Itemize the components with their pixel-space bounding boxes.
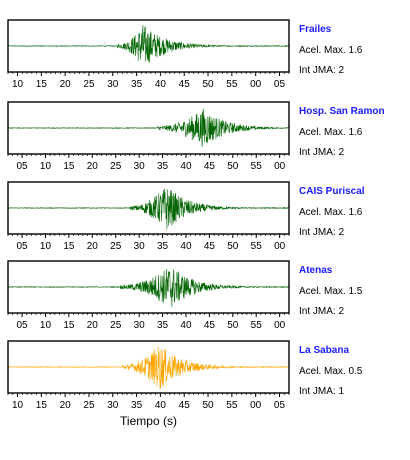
waveform-trace [7,269,290,308]
x-tick-label: 45 [204,161,216,172]
plot-frame [7,340,290,394]
waveform-trace [7,188,290,230]
station-name: Frailes [299,24,332,35]
x-tick-label: 40 [155,79,167,90]
x-tick-label: 25 [83,79,95,90]
x-tick-label: 35 [157,320,169,331]
x-tick-label: 25 [110,241,122,252]
x-tick-label: 25 [110,161,122,172]
x-tick-label: 00 [250,400,262,411]
x-tick-label: 20 [87,320,99,331]
x-tick-label: 45 [204,241,216,252]
station-name: CAIS Puriscal [299,186,365,197]
x-tick-label: 35 [157,241,169,252]
x-tick-label: 20 [87,241,99,252]
jma-intensity: Int JMA: 2 [299,147,344,158]
x-tick-label: 40 [180,320,192,331]
x-tick-label: 45 [179,400,191,411]
x-tick-label: 40 [180,161,192,172]
x-axis-title: Tiempo (s) [120,414,177,428]
x-tick-label: 55 [251,161,263,172]
panel-1: 10 15 20 25 30 35 40 45 50 55 00 05 Frailes Acel. Max… [7,19,363,90]
x-tick-label: 30 [134,320,146,331]
plot-frame [7,19,290,73]
x-tick-label: 00 [274,161,286,172]
x-tick-label: 45 [204,320,216,331]
x-tick-label: 05 [16,241,28,252]
station-name: Hosp. San Ramon [299,106,385,117]
x-tick-label: 00 [250,79,262,90]
max-acceleration: Acel. Max. 1.6 [299,127,363,138]
x-tick-label: 00 [274,241,286,252]
x-tick-label: 50 [227,320,239,331]
x-tick-label: 15 [63,241,75,252]
max-acceleration: Acel. Max. 0.5 [299,366,363,377]
x-tick-label: 35 [131,79,143,90]
station-name: Atenas [299,265,333,276]
x-tick-label: 55 [226,79,238,90]
panel-3: 05 10 15 20 25 30 35 40 45 50 55 00 CAIS Puriscal Ace… [7,181,365,252]
jma-intensity: Int JMA: 1 [299,386,344,397]
x-tick-label: 40 [180,241,192,252]
max-acceleration: Acel. Max. 1.6 [299,207,363,218]
jma-intensity: Int JMA: 2 [299,306,344,317]
x-tick-label: 50 [202,400,214,411]
x-tick-label: 10 [40,161,52,172]
x-tick-label: 15 [63,320,75,331]
x-tick-label: 50 [202,79,214,90]
jma-intensity: Int JMA: 2 [299,227,344,238]
waveform-trace [7,108,290,148]
x-tick-label: 55 [226,400,238,411]
x-tick-label: 10 [12,79,24,90]
x-tick-label: 25 [83,400,95,411]
jma-intensity: Int JMA: 2 [299,65,344,76]
x-tick-label: 15 [63,161,75,172]
max-acceleration: Acel. Max. 1.5 [299,286,363,297]
x-tick-label: 00 [274,320,286,331]
x-tick-label: 15 [36,79,48,90]
waveform-trace [7,346,290,390]
x-tick-label: 35 [157,161,169,172]
x-tick-label: 50 [227,241,239,252]
x-tick-label: 05 [274,79,286,90]
x-tick-label: 10 [40,241,52,252]
station-name: La Sabana [299,345,349,356]
x-tick-label: 30 [134,241,146,252]
x-tick-label: 50 [227,161,239,172]
x-tick-label: 40 [155,400,167,411]
x-tick-label: 45 [179,79,191,90]
x-tick-label: 30 [107,79,119,90]
x-tick-label: 20 [60,400,72,411]
x-tick-label: 25 [110,320,122,331]
panel-2: 05 10 15 20 25 30 35 40 45 50 55 00 Hosp. San Ramon A… [7,101,385,172]
x-tick-label: 35 [131,400,143,411]
x-tick-label: 15 [36,400,48,411]
x-tick-label: 10 [40,320,52,331]
x-tick-label: 10 [12,400,24,411]
x-tick-label: 30 [107,400,119,411]
panel-5: 10 15 20 25 30 35 40 45 50 55 00 05 La Sabana Acel. M… [7,340,363,428]
panel-4: 05 10 15 20 25 30 35 40 45 50 55 00 Atenas Acel. Max.… [7,260,363,331]
waveform-trace [7,25,290,63]
x-tick-label: 05 [16,320,28,331]
x-tick-label: 55 [251,241,263,252]
x-tick-label: 20 [87,161,99,172]
x-tick-label: 30 [134,161,146,172]
x-tick-label: 55 [251,320,263,331]
x-tick-label: 20 [60,79,72,90]
x-tick-label: 05 [16,161,28,172]
max-acceleration: Acel. Max. 1.6 [299,45,363,56]
x-tick-label: 05 [274,400,286,411]
